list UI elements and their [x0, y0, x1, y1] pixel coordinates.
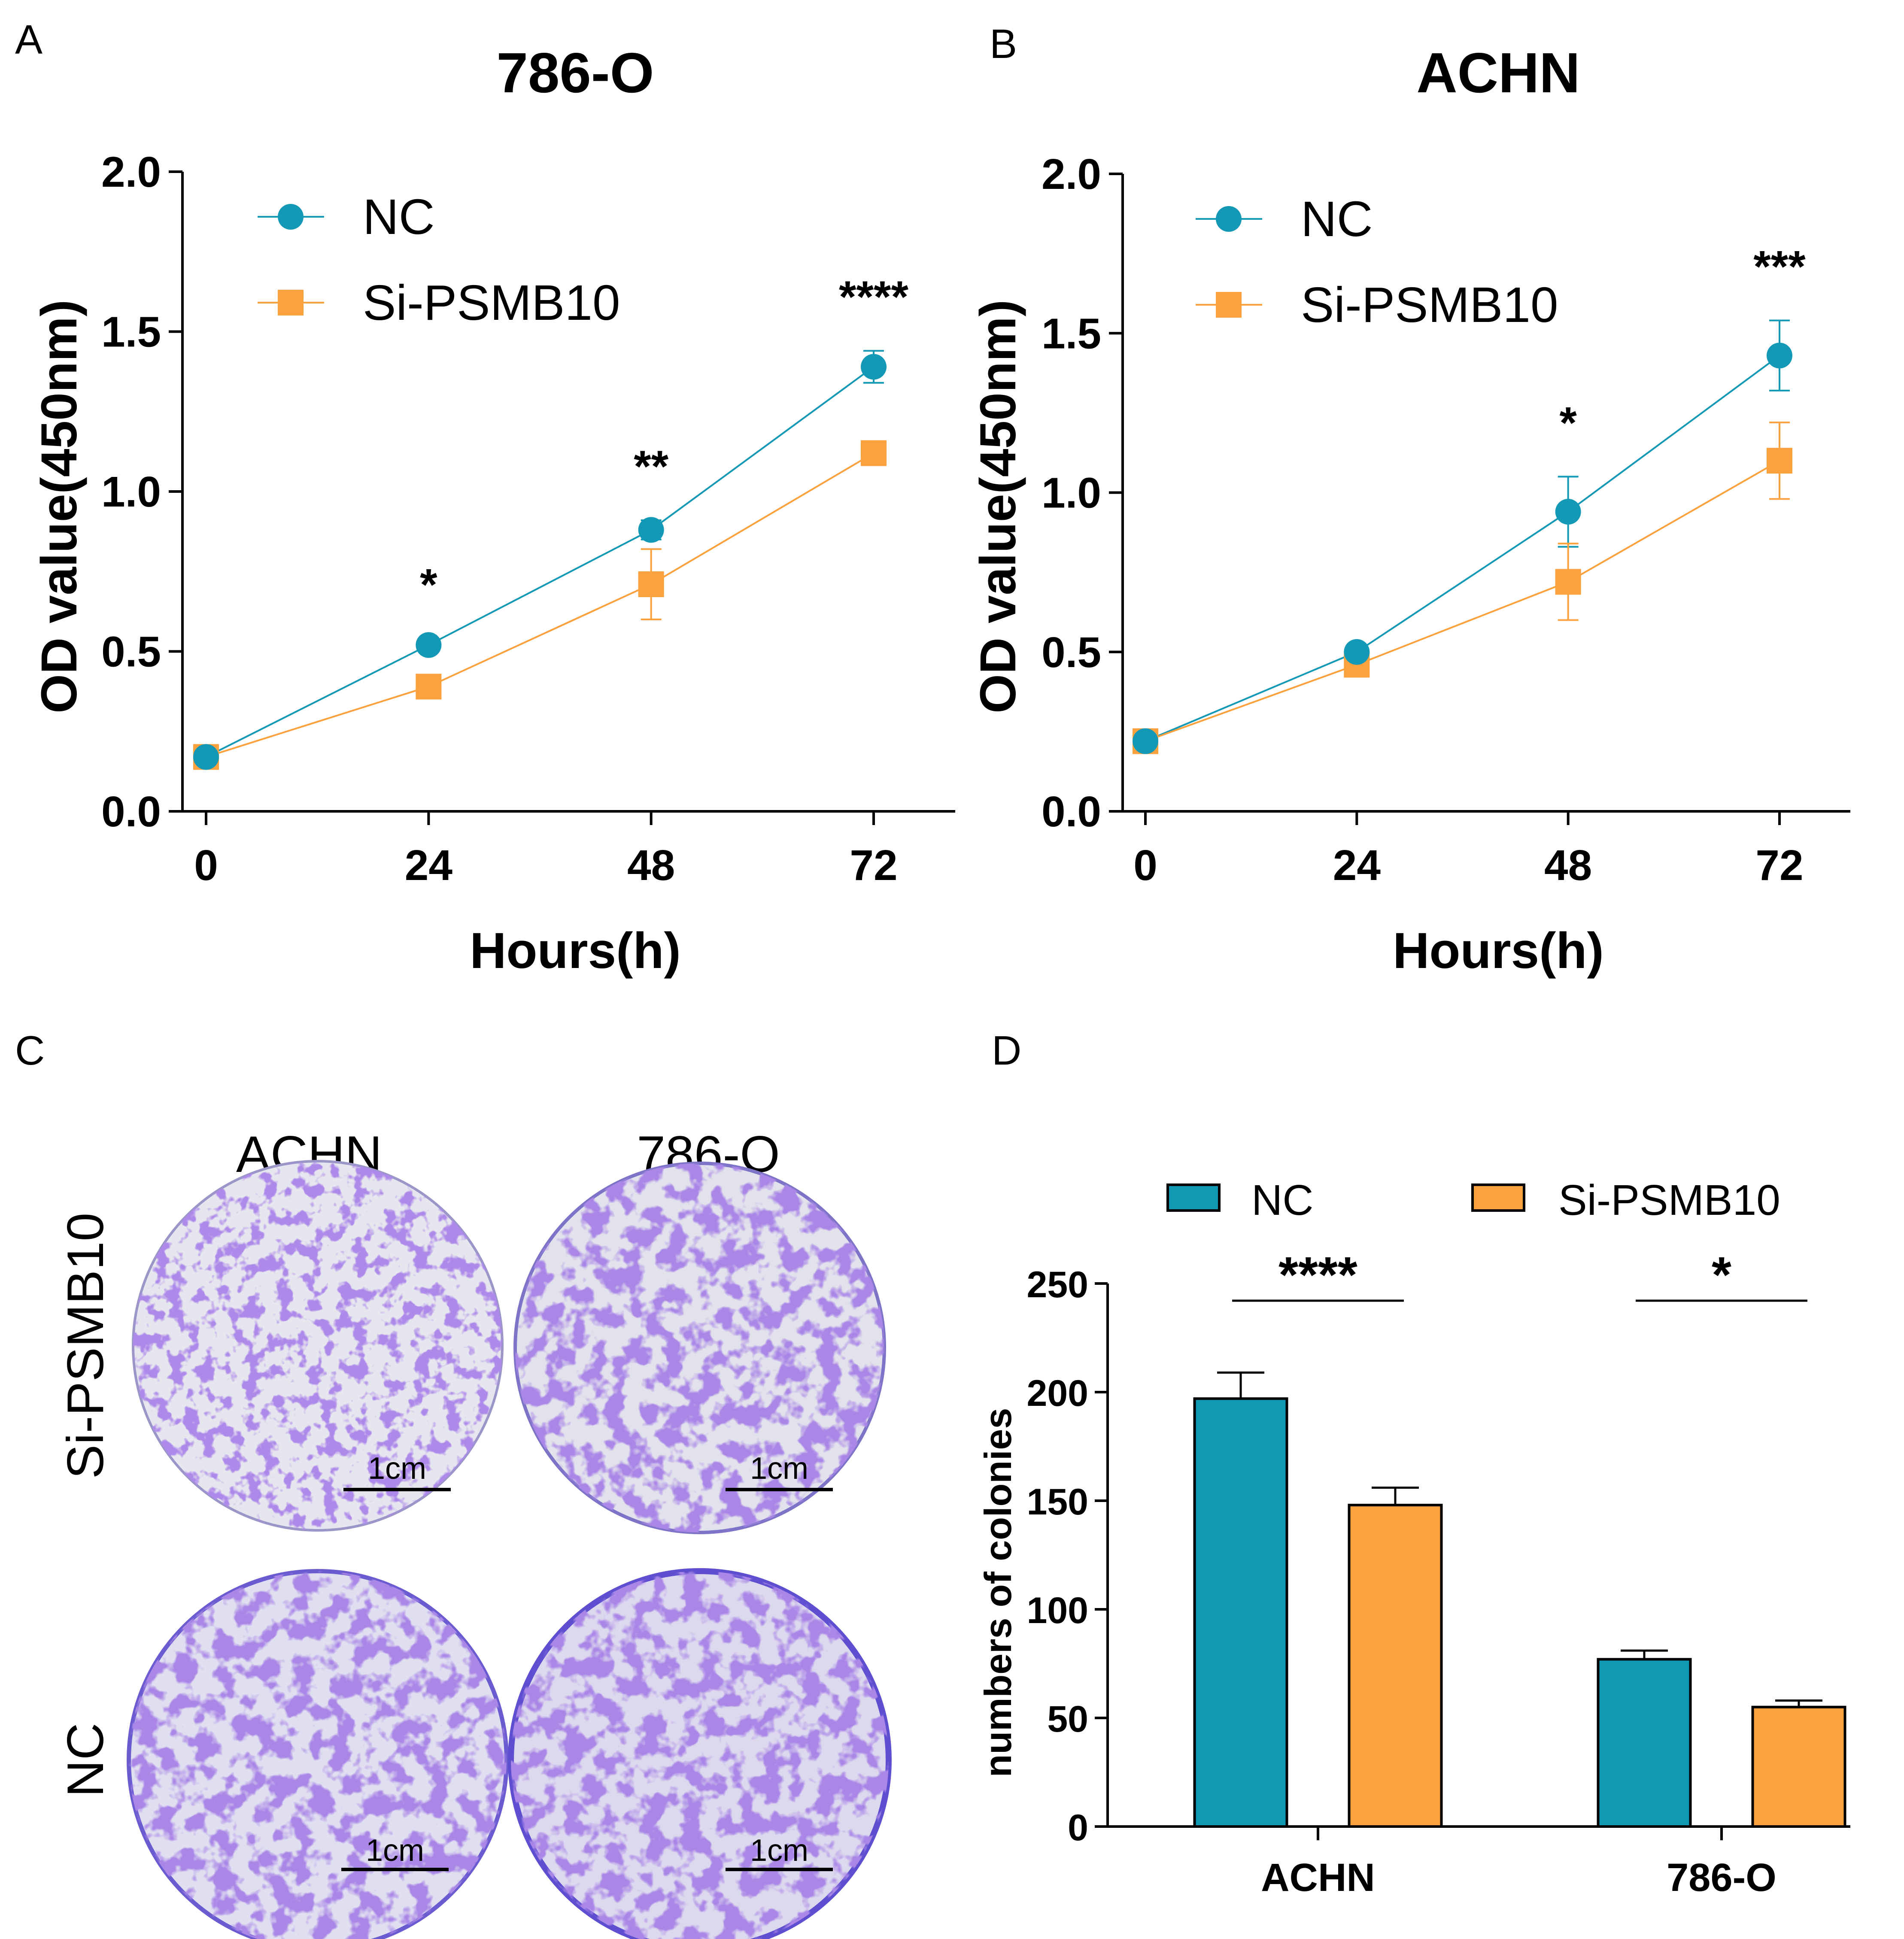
chart-d-axes: 0 50 100 150 200 250 ACHN **** 786-O * [1027, 1247, 1850, 1900]
chart-d-legend: NC Si-PSMB10 [1166, 1176, 1780, 1224]
chart-a-x-tick-label: 0 [194, 841, 218, 889]
chart-d-bar-si [1751, 1705, 1846, 1828]
chart-b-point-nc [1555, 499, 1581, 525]
chart-a-legend: NC Si-PSMB10 [258, 189, 620, 331]
chart-a-y-tick-label: 0.5 [101, 628, 161, 676]
chart-b-ylabel: OD value(450nm) [970, 300, 1026, 713]
chart-a-legend-si-label: Si-PSMB10 [363, 275, 620, 331]
chart-a-significance: * [420, 560, 437, 610]
chart-a-point-si [416, 674, 442, 700]
chart-d-y-tick-label: 150 [1027, 1481, 1089, 1523]
chart-a-x-tick-label: 24 [405, 841, 453, 889]
chart-a-xlabel: Hours(h) [470, 922, 681, 979]
chart-b-legend-nc-marker [1216, 206, 1242, 232]
chart-b-axes: 0.00.51.01.52.00 24 48 72**** [1042, 150, 1850, 889]
chart-a-y-tick-label: 2.0 [101, 148, 161, 196]
chart-b-y-tick-label: 1.0 [1042, 469, 1101, 517]
chart-d-bar-nc [1597, 1658, 1692, 1828]
chart-d: 0 50 100 150 200 250 ACHN **** 786-O * numbers of… [977, 1176, 1850, 1900]
chart-b-significance: *** [1753, 242, 1806, 292]
chart-d-legend-si-label: Si-PSMB10 [1558, 1176, 1780, 1224]
chart-d-y-tick-label: 100 [1027, 1590, 1089, 1631]
scale-bar-label: 1cm [750, 1451, 808, 1486]
chart-a-legend-si-marker [278, 290, 304, 316]
panel-letter-b: B [990, 21, 1017, 67]
scale-bar-label: 1cm [366, 1833, 424, 1868]
chart-a-axes: 0.00.51.01.52.00 24 48 72******* [101, 148, 955, 889]
chart-a-point-nc [416, 632, 442, 658]
chart-b-series-nc-line [1145, 355, 1780, 742]
chart-b-significance: * [1559, 398, 1577, 448]
chart-b-x-tick-label: 48 [1544, 841, 1592, 889]
chart-b-xlabel: Hours(h) [1393, 922, 1604, 979]
chart-a-significance: **** [839, 272, 908, 322]
plate-achn-nc: 1cm [127, 1569, 509, 1939]
chart-d-x-tick-label: 786-O [1667, 1856, 1776, 1900]
panel-letter-a: A [15, 17, 43, 63]
chart-a-legend-nc-label: NC [363, 189, 435, 245]
chart-a-series-nc-line [206, 366, 875, 758]
chart-a-significance: ** [634, 442, 668, 492]
chart-b-legend-si-label: Si-PSMB10 [1301, 277, 1558, 333]
chart-b-series-si-line [1145, 460, 1780, 742]
colony-row-label-si: Si-PSMB10 [57, 1213, 114, 1479]
chart-d-bar-nc [1193, 1397, 1288, 1828]
chart-a-point-nc [193, 744, 219, 770]
chart-b-x-tick-label: 72 [1755, 841, 1803, 889]
chart-d-legend-si-swatch [1471, 1183, 1525, 1212]
chart-d-y-tick-label: 200 [1027, 1373, 1089, 1414]
scale-bar-label: 1cm [368, 1451, 426, 1486]
chart-b-y-tick-label: 2.0 [1042, 150, 1101, 198]
chart-b-point-nc [1767, 343, 1792, 369]
chart-b-x-tick-label: 0 [1133, 841, 1157, 889]
chart-a-series-si-line [206, 452, 875, 758]
chart-a-y-tick-label: 1.5 [101, 308, 161, 356]
chart-b: ACHN 0.00.51.01.52.00 24 48 72**** Hours(h)… [970, 41, 1850, 979]
chart-d-y-tick-label: 50 [1047, 1699, 1088, 1740]
colony-formation-photos: ACHN 786-O Si-PSMB10 NC 1cm 1cm 1cm 1cm [57, 1126, 892, 1939]
chart-d-x-tick-label: ACHN [1261, 1856, 1375, 1900]
chart-b-legend-nc-label: NC [1301, 191, 1373, 247]
colony-row-label-nc: NC [57, 1723, 114, 1797]
plate-786o-nc: 1cm [508, 1568, 892, 1939]
chart-b-point-nc [1344, 639, 1370, 665]
chart-a-x-tick-label: 48 [627, 841, 675, 889]
chart-a-y-tick-label: 0.0 [101, 788, 161, 836]
chart-a-point-si [861, 440, 887, 466]
chart-b-y-tick-label: 1.5 [1042, 310, 1101, 358]
chart-b-legend: NC Si-PSMB10 [1196, 191, 1558, 333]
chart-d-legend-nc-swatch [1166, 1183, 1221, 1212]
chart-d-bar-si [1348, 1504, 1443, 1828]
plate-786o-si-psmb10: 1cm [513, 1162, 886, 1534]
chart-b-x-tick-label: 24 [1333, 841, 1381, 889]
chart-d-y-tick-label: 0 [1068, 1807, 1088, 1848]
chart-a-title: 786-O [497, 41, 654, 104]
chart-b-point-si [1767, 448, 1792, 474]
chart-d-legend-nc-label: NC [1251, 1176, 1313, 1224]
chart-a-legend-nc-marker [278, 204, 304, 230]
chart-a-point-nc [861, 354, 887, 380]
panel-letter-c: C [15, 1028, 45, 1074]
chart-b-legend-si-marker [1216, 292, 1242, 318]
chart-a-x-tick-label: 72 [850, 841, 897, 889]
chart-b-title: ACHN [1416, 41, 1580, 104]
chart-a-point-si [638, 571, 664, 598]
chart-b-point-si [1555, 569, 1581, 595]
chart-d-significance: **** [1278, 1247, 1357, 1303]
chart-b-y-tick-label: 0.0 [1042, 788, 1101, 836]
chart-a-ylabel: OD value(450nm) [31, 300, 88, 713]
plate-achn-si-psmb10: 1cm [132, 1160, 504, 1532]
chart-a-point-nc [638, 517, 664, 543]
chart-d-y-tick-label: 250 [1027, 1264, 1089, 1305]
chart-b-point-nc [1133, 728, 1158, 754]
chart-a-y-tick-label: 1.0 [101, 468, 161, 516]
panel-letter-d: D [992, 1028, 1021, 1074]
scale-bar-label: 1cm [750, 1833, 808, 1868]
chart-b-y-tick-label: 0.5 [1042, 628, 1101, 677]
chart-a: 786-O 0.00.51.01.52.00 24 48 72******* Hour… [31, 41, 955, 979]
chart-d-significance: * [1712, 1247, 1731, 1303]
chart-d-ylabel: numbers of colonies [977, 1408, 1019, 1778]
